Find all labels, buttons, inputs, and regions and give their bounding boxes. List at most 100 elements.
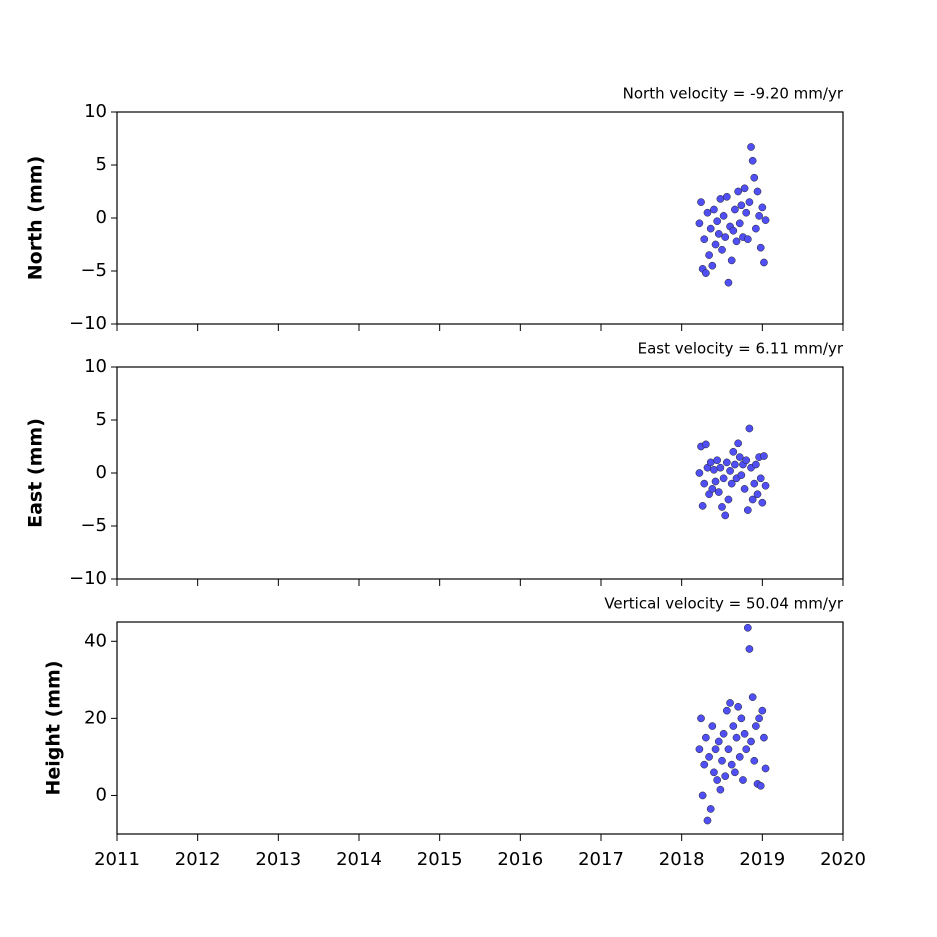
data-point <box>710 465 718 474</box>
data-point <box>700 760 709 769</box>
data-point <box>758 498 767 507</box>
panel-title: East velocity = 6.11 mm/yr <box>638 340 844 358</box>
x-tick-label: 2014 <box>336 849 382 870</box>
panel-title: North velocity = -9.20 mm/yr <box>623 85 844 103</box>
data-point <box>711 477 720 486</box>
data-point <box>710 205 718 214</box>
data-point <box>745 424 754 433</box>
data-point <box>747 737 755 746</box>
data-point <box>756 243 765 252</box>
data-point <box>714 488 723 496</box>
x-tick-label: 2018 <box>659 849 705 870</box>
data-point <box>761 764 770 773</box>
x-tick-label: 2016 <box>497 849 543 870</box>
data-point <box>711 745 720 754</box>
plot-frame <box>116 621 844 835</box>
y-axis-label: North (mm) <box>25 156 47 281</box>
data-point <box>713 456 722 465</box>
plot-frame <box>116 366 844 580</box>
data-point <box>697 714 705 723</box>
data-point <box>734 702 742 711</box>
data-point <box>703 816 712 825</box>
data-point <box>739 776 747 784</box>
panel-title: Vertical velocity = 50.04 mm/yr <box>604 595 844 613</box>
data-point <box>697 198 705 206</box>
data-point <box>727 760 736 769</box>
data-point <box>727 479 736 488</box>
data-point <box>740 729 749 738</box>
data-point <box>742 456 751 465</box>
data-point <box>726 467 734 475</box>
data-point <box>737 714 746 723</box>
data-point <box>748 495 757 504</box>
data-point <box>726 699 734 707</box>
plot-frame <box>116 111 844 325</box>
data-point <box>748 693 757 702</box>
x-tick-label: 2012 <box>175 849 221 870</box>
data-point <box>708 722 717 730</box>
y-tick-label: 10 <box>84 356 107 377</box>
data-point <box>719 212 728 220</box>
data-point <box>734 187 742 196</box>
data-point <box>732 237 741 246</box>
y-tick-label: 5 <box>96 154 107 175</box>
data-point <box>737 201 746 210</box>
y-tick-label: 20 <box>84 707 107 728</box>
y-tick-label: −5 <box>80 515 107 536</box>
data-point <box>724 495 733 504</box>
data-point <box>761 216 770 224</box>
data-point <box>760 733 768 742</box>
data-point <box>752 460 760 469</box>
data-point <box>734 439 742 448</box>
data-point <box>719 729 728 738</box>
x-tick-label: 2020 <box>820 849 866 870</box>
data-point <box>748 156 757 165</box>
data-point <box>731 205 739 214</box>
data-point <box>729 447 738 456</box>
data-point <box>750 756 759 765</box>
data-point <box>695 219 704 228</box>
data-point <box>714 737 723 746</box>
data-point <box>702 440 710 449</box>
data-point <box>729 722 738 730</box>
data-point <box>756 781 765 790</box>
data-point <box>753 187 762 196</box>
data-point <box>702 733 710 742</box>
data-point <box>718 756 726 765</box>
data-point <box>750 173 759 182</box>
data-point <box>721 233 730 241</box>
data-point <box>760 258 768 267</box>
data-point <box>722 458 731 467</box>
y-tick-label: −10 <box>69 568 107 589</box>
data-point <box>743 235 752 244</box>
data-point <box>722 192 731 201</box>
data-point <box>713 217 722 226</box>
x-tick-label: 2011 <box>94 849 140 870</box>
data-point <box>743 623 752 632</box>
y-tick-label: 40 <box>84 630 107 651</box>
data-point <box>698 502 707 510</box>
data-point <box>737 471 746 479</box>
data-point <box>755 212 763 220</box>
data-point <box>700 479 709 488</box>
data-point <box>743 506 752 514</box>
data-point <box>731 460 739 469</box>
data-point <box>706 458 715 467</box>
data-point <box>732 733 741 742</box>
data-point <box>708 485 717 493</box>
data-point <box>718 503 726 511</box>
data-point <box>706 805 715 813</box>
y-tick-label: 0 <box>96 462 107 483</box>
data-point <box>756 474 765 483</box>
data-point <box>695 469 704 477</box>
data-point <box>708 261 717 270</box>
data-point <box>705 753 713 761</box>
data-point <box>745 198 754 206</box>
data-point <box>742 208 751 217</box>
x-tick-label: 2013 <box>255 849 301 870</box>
y-axis-label: Height (mm) <box>43 660 65 795</box>
data-point <box>735 219 744 228</box>
data-point <box>760 452 768 460</box>
data-point <box>716 785 725 794</box>
y-tick-label: −5 <box>80 260 107 281</box>
